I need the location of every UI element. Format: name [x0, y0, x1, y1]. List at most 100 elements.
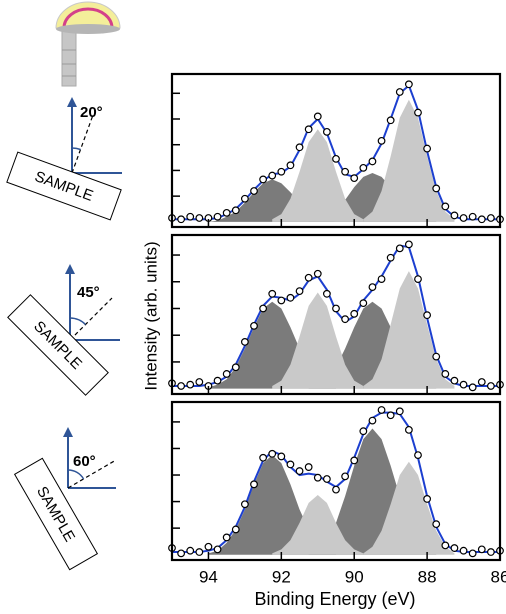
- data-point: [195, 548, 204, 556]
- plot-frame: [170, 233, 502, 396]
- data-point: [350, 456, 359, 465]
- angle-arc: [69, 317, 87, 326]
- icon-dome: [55, 1, 121, 29]
- angle-label: 45°: [77, 284, 100, 301]
- data-point: [195, 214, 204, 222]
- data-point: [477, 378, 486, 386]
- data-point: [240, 194, 249, 203]
- data-point: [195, 378, 204, 386]
- data-point: [295, 287, 304, 296]
- data-point: [286, 293, 295, 302]
- sample: SAMPLE: [6, 151, 122, 221]
- data-point: [350, 309, 359, 318]
- data-point: [359, 299, 368, 308]
- data-point: [486, 214, 495, 222]
- data-point: [377, 275, 386, 283]
- data-point: [468, 212, 477, 221]
- data-point: [441, 541, 450, 550]
- data-point: [268, 171, 277, 180]
- data-point: [250, 480, 258, 489]
- data-point: [277, 296, 286, 305]
- sample: SAMPLE: [7, 294, 109, 396]
- component-peak: [272, 292, 364, 389]
- data-point: [259, 175, 268, 184]
- angle-label: 20°: [80, 104, 103, 121]
- data-point: [441, 202, 450, 211]
- component-peak: [363, 461, 455, 555]
- data-point: [341, 315, 350, 324]
- angle-label: 60°: [73, 453, 96, 470]
- data-point: [395, 407, 404, 416]
- data-point: [423, 311, 432, 320]
- emission-line: [67, 459, 117, 489]
- data-point: [332, 154, 340, 163]
- data-point: [395, 88, 404, 96]
- data-point: [259, 304, 268, 313]
- data-point: [459, 546, 468, 555]
- data-point: [204, 542, 213, 551]
- data-point: [222, 208, 231, 217]
- data-point: [277, 167, 286, 176]
- icon-arc: [62, 7, 114, 29]
- icon-tube: [61, 27, 77, 87]
- emission-line: [69, 297, 113, 341]
- data-point: [286, 161, 295, 170]
- data-point: [468, 549, 477, 558]
- data-point: [268, 449, 277, 458]
- data-point: [332, 485, 340, 494]
- data-point: [404, 425, 413, 434]
- data-point: [313, 473, 322, 482]
- y-axis-label: Intensity (arb. units): [141, 241, 160, 390]
- data-point: [286, 460, 295, 469]
- arrow-head: [63, 427, 73, 437]
- data-point: [350, 174, 359, 183]
- data-point: [477, 215, 486, 224]
- data-point: [423, 144, 432, 153]
- data-point: [240, 337, 249, 346]
- data-point: [341, 472, 350, 481]
- data-point: [450, 544, 459, 552]
- data-point: [177, 382, 186, 390]
- data-point: [386, 116, 395, 125]
- data-point: [231, 206, 240, 215]
- analyzer-icon: [55, 1, 121, 87]
- angle-arc: [71, 147, 81, 151]
- data-point: [432, 352, 441, 361]
- data-point: [359, 163, 368, 172]
- data-point: [304, 273, 313, 282]
- angle-arc: [67, 469, 85, 480]
- data-point: [186, 546, 195, 555]
- data-point: [341, 167, 350, 176]
- sample: SAMPLE: [13, 457, 99, 571]
- component-peak: [363, 271, 455, 389]
- data-point: [295, 143, 304, 152]
- data-point: [186, 212, 195, 221]
- data-point: [450, 211, 459, 220]
- emission-line: [71, 114, 94, 174]
- data-point: [304, 463, 313, 471]
- x-tick-label: 92: [272, 567, 291, 586]
- data-point: [213, 545, 222, 554]
- data-point: [404, 80, 413, 89]
- component-peak: [272, 494, 364, 555]
- data-point: [259, 453, 268, 462]
- data-point: [332, 304, 340, 313]
- data-point: [313, 112, 322, 121]
- x-tick-label: 86: [491, 567, 506, 586]
- data-point: [386, 253, 395, 262]
- data-point: [250, 187, 258, 195]
- x-tick-label: 94: [199, 567, 218, 586]
- data-point: [368, 157, 377, 166]
- component-peak: [363, 99, 455, 222]
- arrow-head: [67, 97, 77, 107]
- data-point: [459, 380, 468, 389]
- sample-box: [13, 457, 99, 571]
- x-axis-label: Binding Energy (eV): [254, 589, 415, 609]
- data-point: [486, 548, 495, 556]
- icon-base: [56, 24, 120, 34]
- data-point: [377, 136, 386, 145]
- data-point: [414, 275, 422, 283]
- data-point: [240, 500, 249, 509]
- data-point: [477, 545, 486, 554]
